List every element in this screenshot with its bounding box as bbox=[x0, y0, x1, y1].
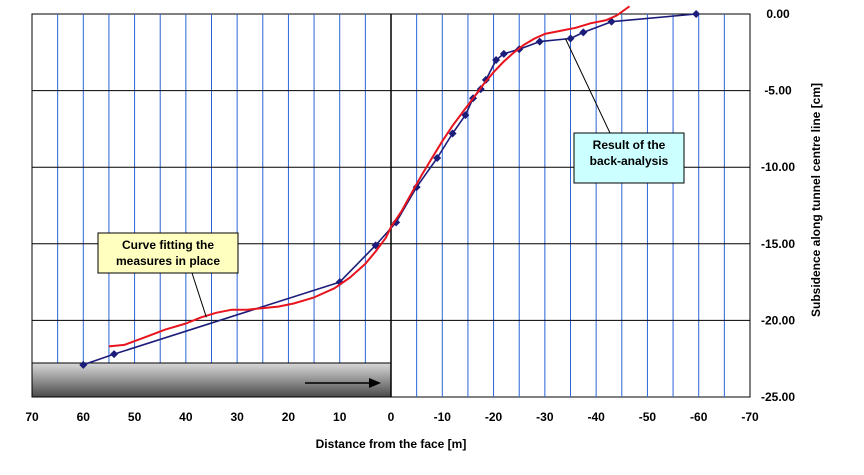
y-tick-label: -5.00 bbox=[764, 84, 792, 98]
x-tick-label: 70 bbox=[25, 410, 39, 424]
x-tick-label: -30 bbox=[536, 410, 554, 424]
data-point bbox=[448, 129, 457, 138]
x-tick-label: 20 bbox=[282, 410, 296, 424]
data-point bbox=[110, 350, 119, 359]
callout-text-line: Curve fitting the bbox=[122, 238, 214, 252]
x-tick-label: 10 bbox=[333, 410, 347, 424]
y-axis-title: Subsidence along tunnel centre line [cm] bbox=[809, 83, 823, 317]
advance-arrow-head bbox=[369, 378, 381, 388]
tunnel-shaft bbox=[31, 362, 392, 398]
x-tick-label: -20 bbox=[485, 410, 503, 424]
series-line bbox=[108, 5, 631, 348]
x-tick-label: 0 bbox=[388, 410, 395, 424]
y-tick-label: -20.00 bbox=[761, 313, 795, 327]
callout-1: Curve fitting the measures in place bbox=[97, 232, 239, 318]
data-point bbox=[461, 111, 470, 120]
y-tick-label: -25.00 bbox=[761, 390, 795, 404]
series-2 bbox=[108, 5, 631, 348]
data-point bbox=[79, 360, 88, 369]
y-tick-label: -15.00 bbox=[761, 237, 795, 251]
x-tick-label: -50 bbox=[639, 410, 657, 424]
callout-leader bbox=[564, 38, 611, 134]
callout-leader bbox=[191, 272, 207, 318]
data-point bbox=[566, 34, 575, 43]
y-tick-label: -10.00 bbox=[761, 160, 795, 174]
callout-text-line: back-analysis bbox=[590, 154, 669, 168]
data-point bbox=[433, 154, 442, 163]
tunnel-body bbox=[31, 362, 392, 398]
x-tick-label: 30 bbox=[230, 410, 244, 424]
x-tick-label: 60 bbox=[77, 410, 91, 424]
data-point bbox=[535, 37, 544, 46]
data-point bbox=[499, 49, 508, 58]
callouts: Curve fitting the measures in place Result… bbox=[97, 38, 685, 318]
x-tick-label: -40 bbox=[587, 410, 605, 424]
x-tick-label: -10 bbox=[434, 410, 452, 424]
callout-box bbox=[97, 232, 239, 274]
x-tick-label: -70 bbox=[741, 410, 759, 424]
x-tick-labels: 70 60 50 40 30 20 10 0 -10 -20 -30 -40 -50 -60 -70 bbox=[25, 410, 759, 424]
data-point bbox=[579, 28, 588, 37]
x-tick-label: -60 bbox=[690, 410, 708, 424]
data-point bbox=[492, 55, 501, 64]
x-axis-title: Distance from the face [m] bbox=[316, 437, 467, 451]
x-tick-label: 40 bbox=[179, 410, 193, 424]
data-point bbox=[692, 10, 701, 18]
callout-2: Result of the back-analysis bbox=[564, 38, 685, 184]
callout-text-line: measures in place bbox=[116, 254, 220, 268]
y-tick-labels: 0.00 -5.00 -10.00 -15.00 -20.00 -25.00 bbox=[761, 7, 795, 404]
data-point bbox=[392, 218, 401, 227]
x-tick-label: 50 bbox=[128, 410, 142, 424]
callout-text-line: Result of the bbox=[593, 138, 666, 152]
y-tick-label: 0.00 bbox=[766, 7, 790, 21]
callout-box bbox=[573, 132, 685, 184]
